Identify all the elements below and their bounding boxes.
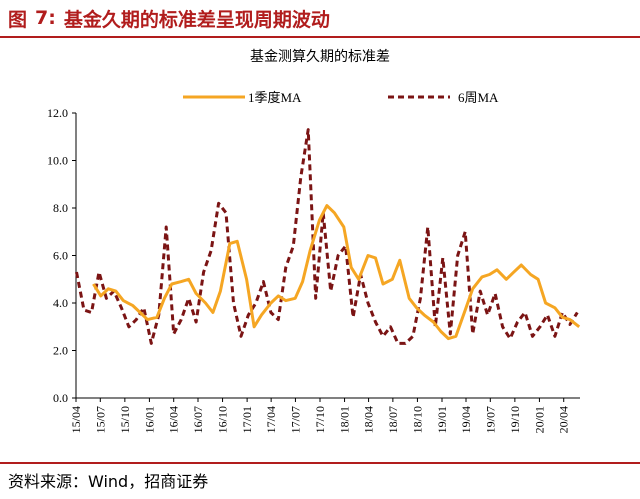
x-tick-label: 18/07 xyxy=(386,406,400,433)
x-tick-label: 15/10 xyxy=(118,406,132,433)
series-line-quarter-ma xyxy=(92,204,581,341)
top-rule xyxy=(0,36,640,38)
y-tick-label: 0.0 xyxy=(53,391,68,405)
y-tick-label: 12.0 xyxy=(47,106,68,120)
series-line-six-week-ma xyxy=(75,128,579,345)
figure-label: 图 xyxy=(8,8,28,31)
x-tick-label: 19/04 xyxy=(459,406,473,433)
x-tick-label: 19/10 xyxy=(508,406,522,433)
x-tick-label: 19/07 xyxy=(483,406,497,433)
x-tick-label: 17/01 xyxy=(240,406,254,433)
bottom-rule xyxy=(0,462,640,464)
x-tick-label: 15/07 xyxy=(93,406,107,433)
figure-number: 7: xyxy=(35,7,56,29)
legend-label: 6周MA xyxy=(458,90,499,105)
y-tick-label: 6.0 xyxy=(53,249,68,263)
x-tick-label: 20/04 xyxy=(557,406,571,433)
x-tick-label: 16/10 xyxy=(216,406,230,433)
y-tick-label: 4.0 xyxy=(53,296,68,310)
figure-title: 图 7: 基金久期的标准差呈现周期波动 xyxy=(0,0,640,36)
source-note: 资料来源：Wind，招商证券 xyxy=(8,472,209,491)
x-tick-label: 17/04 xyxy=(264,406,278,433)
y-tick-label: 2.0 xyxy=(53,344,68,358)
y-tick-label: 8.0 xyxy=(53,201,68,215)
x-tick-label: 18/04 xyxy=(362,406,376,433)
legend-label: 1季度MA xyxy=(248,90,302,105)
x-tick-label: 17/07 xyxy=(288,406,302,433)
chart-title: 基金测算久期的标准差 xyxy=(250,49,390,65)
x-tick-label: 19/01 xyxy=(435,406,449,433)
x-tick-label: 18/01 xyxy=(338,406,352,433)
x-tick-label: 18/10 xyxy=(410,406,424,433)
x-tick-label: 16/01 xyxy=(142,406,156,433)
x-tick-label: 20/01 xyxy=(532,406,546,433)
y-tick-label: 10.0 xyxy=(47,154,68,168)
x-tick-label: 17/10 xyxy=(313,406,327,433)
figure-title-text: 基金久期的标准差呈现周期波动 xyxy=(63,8,330,31)
x-tick-label: 16/04 xyxy=(167,406,181,433)
x-tick-label: 16/07 xyxy=(191,406,205,433)
x-tick-label: 15/04 xyxy=(69,406,83,433)
